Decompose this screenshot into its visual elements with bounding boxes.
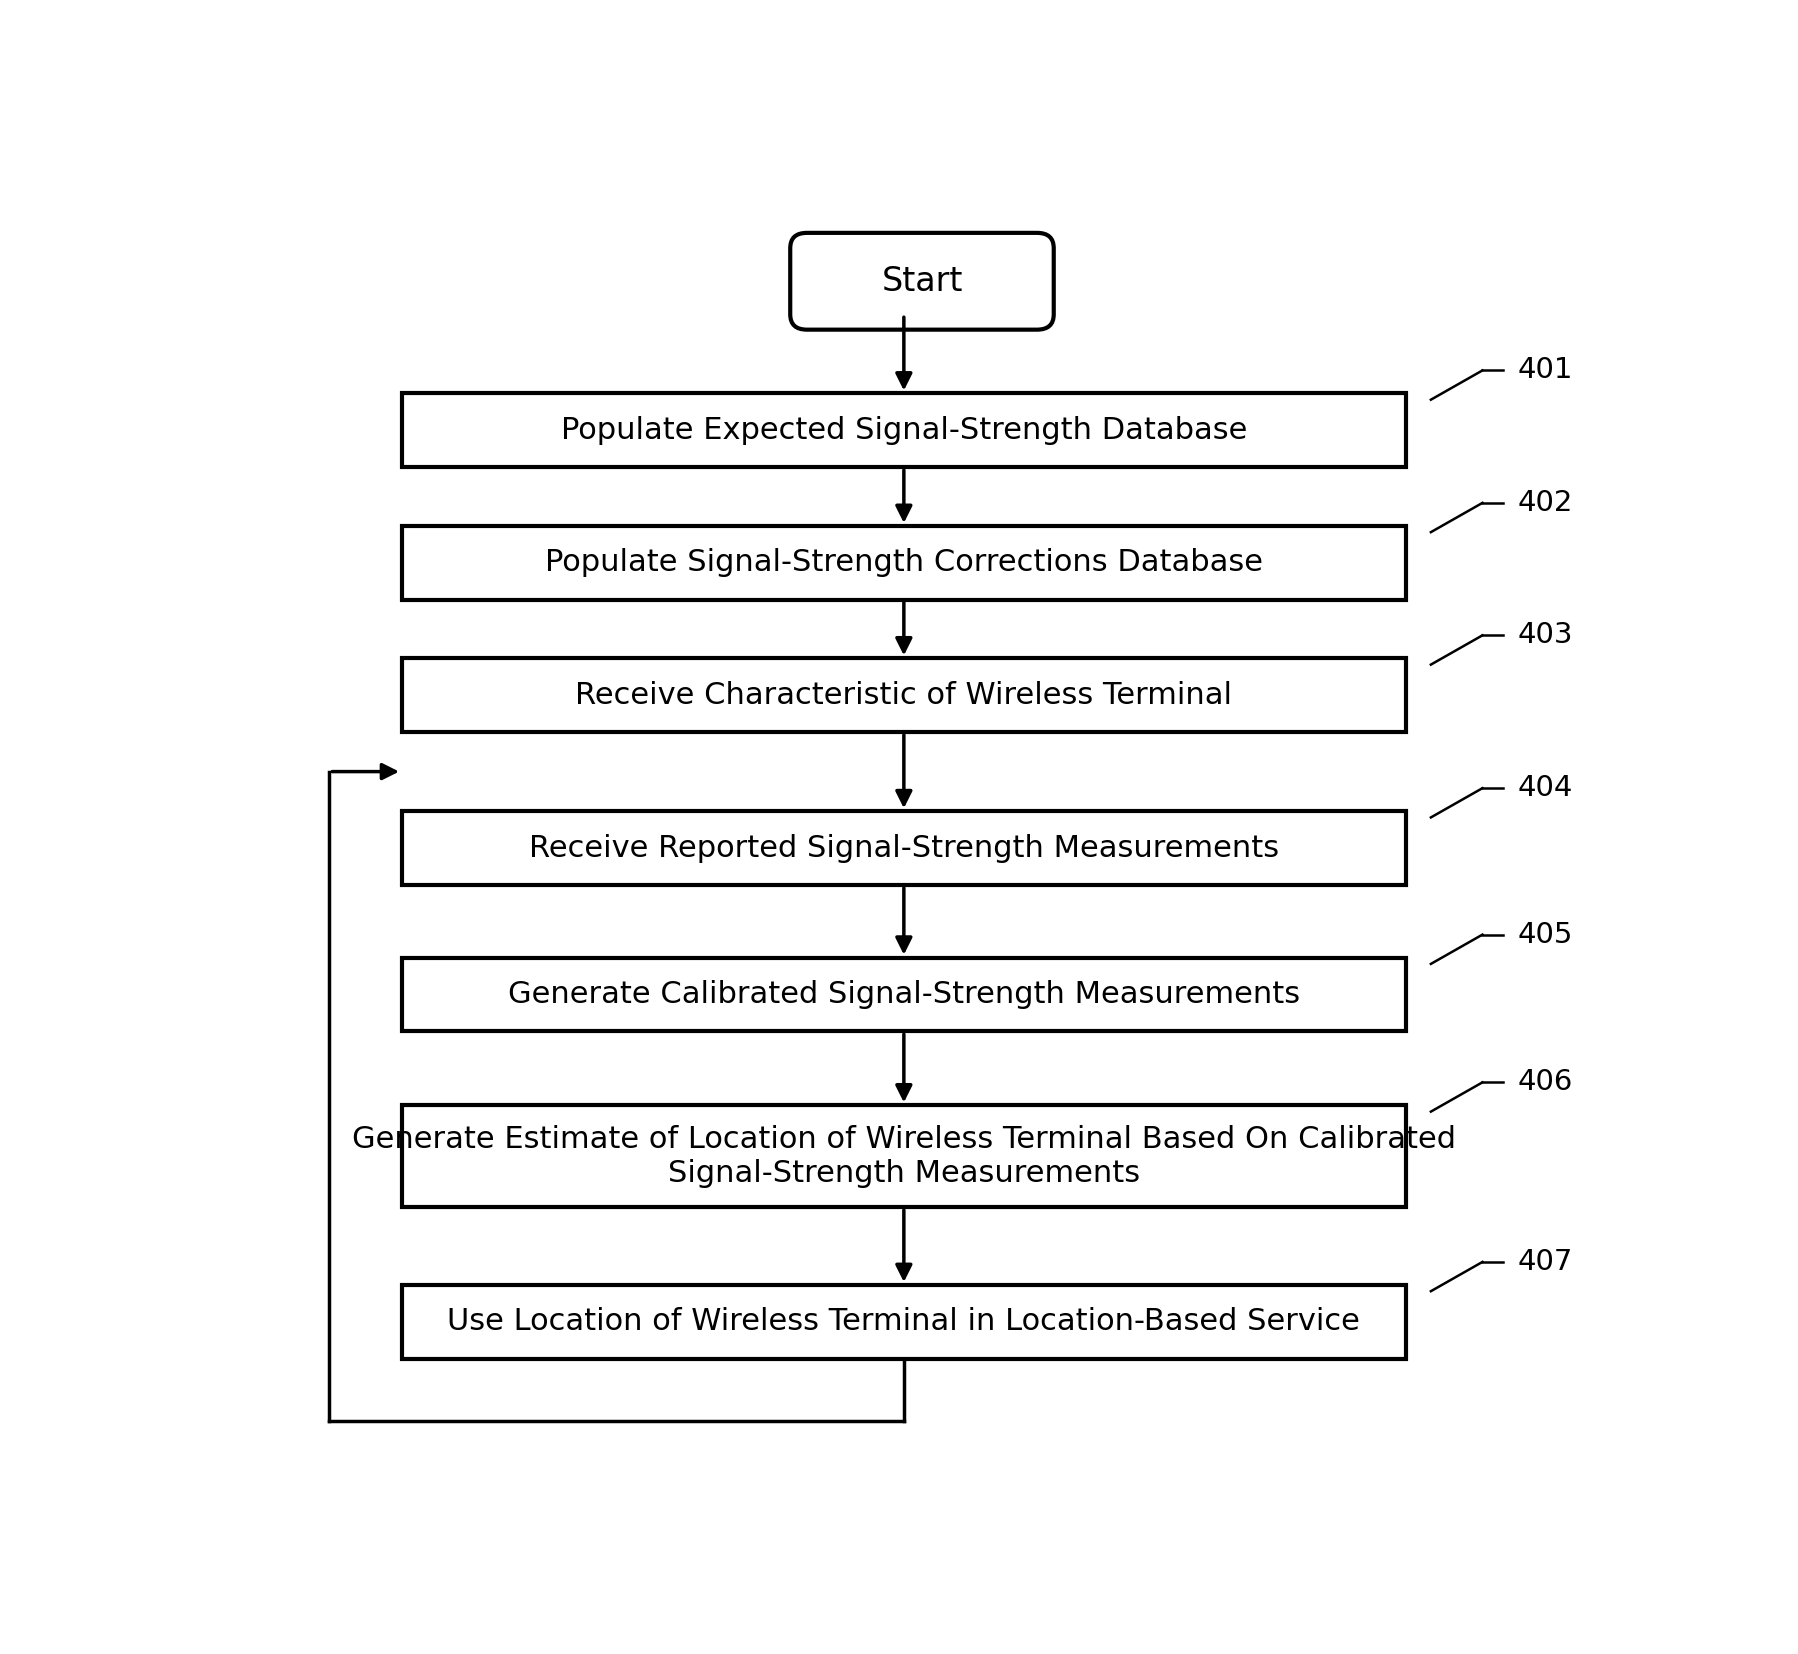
Text: 405: 405 bbox=[1516, 921, 1571, 949]
Text: Receive Reported Signal-Strength Measurements: Receive Reported Signal-Strength Measure… bbox=[529, 834, 1278, 862]
Text: 406: 406 bbox=[1516, 1068, 1571, 1097]
Text: 404: 404 bbox=[1516, 774, 1571, 802]
Text: 402: 402 bbox=[1516, 490, 1571, 516]
Bar bbox=[401, 810, 1404, 885]
Text: 407: 407 bbox=[1516, 1247, 1571, 1275]
Bar bbox=[401, 394, 1404, 466]
Text: Populate Signal-Strength Corrections Database: Populate Signal-Strength Corrections Dat… bbox=[545, 547, 1262, 577]
Text: Start: Start bbox=[881, 265, 962, 298]
Bar bbox=[401, 658, 1404, 733]
FancyBboxPatch shape bbox=[789, 233, 1054, 329]
Text: Populate Expected Signal-Strength Database: Populate Expected Signal-Strength Databa… bbox=[561, 415, 1246, 445]
Bar bbox=[401, 958, 1404, 1032]
Text: Receive Characteristic of Wireless Terminal: Receive Characteristic of Wireless Termi… bbox=[575, 681, 1232, 710]
Text: 403: 403 bbox=[1516, 622, 1571, 650]
Bar bbox=[401, 526, 1404, 600]
Bar bbox=[401, 1105, 1404, 1207]
Text: Generate Estimate of Location of Wireless Terminal Based On Calibrated
Signal-St: Generate Estimate of Location of Wireles… bbox=[352, 1125, 1455, 1188]
Text: Generate Calibrated Signal-Strength Measurements: Generate Calibrated Signal-Strength Meas… bbox=[507, 979, 1300, 1009]
Text: 401: 401 bbox=[1516, 356, 1571, 384]
Text: Use Location of Wireless Terminal in Location-Based Service: Use Location of Wireless Terminal in Loc… bbox=[448, 1307, 1359, 1336]
Bar bbox=[401, 1285, 1404, 1358]
